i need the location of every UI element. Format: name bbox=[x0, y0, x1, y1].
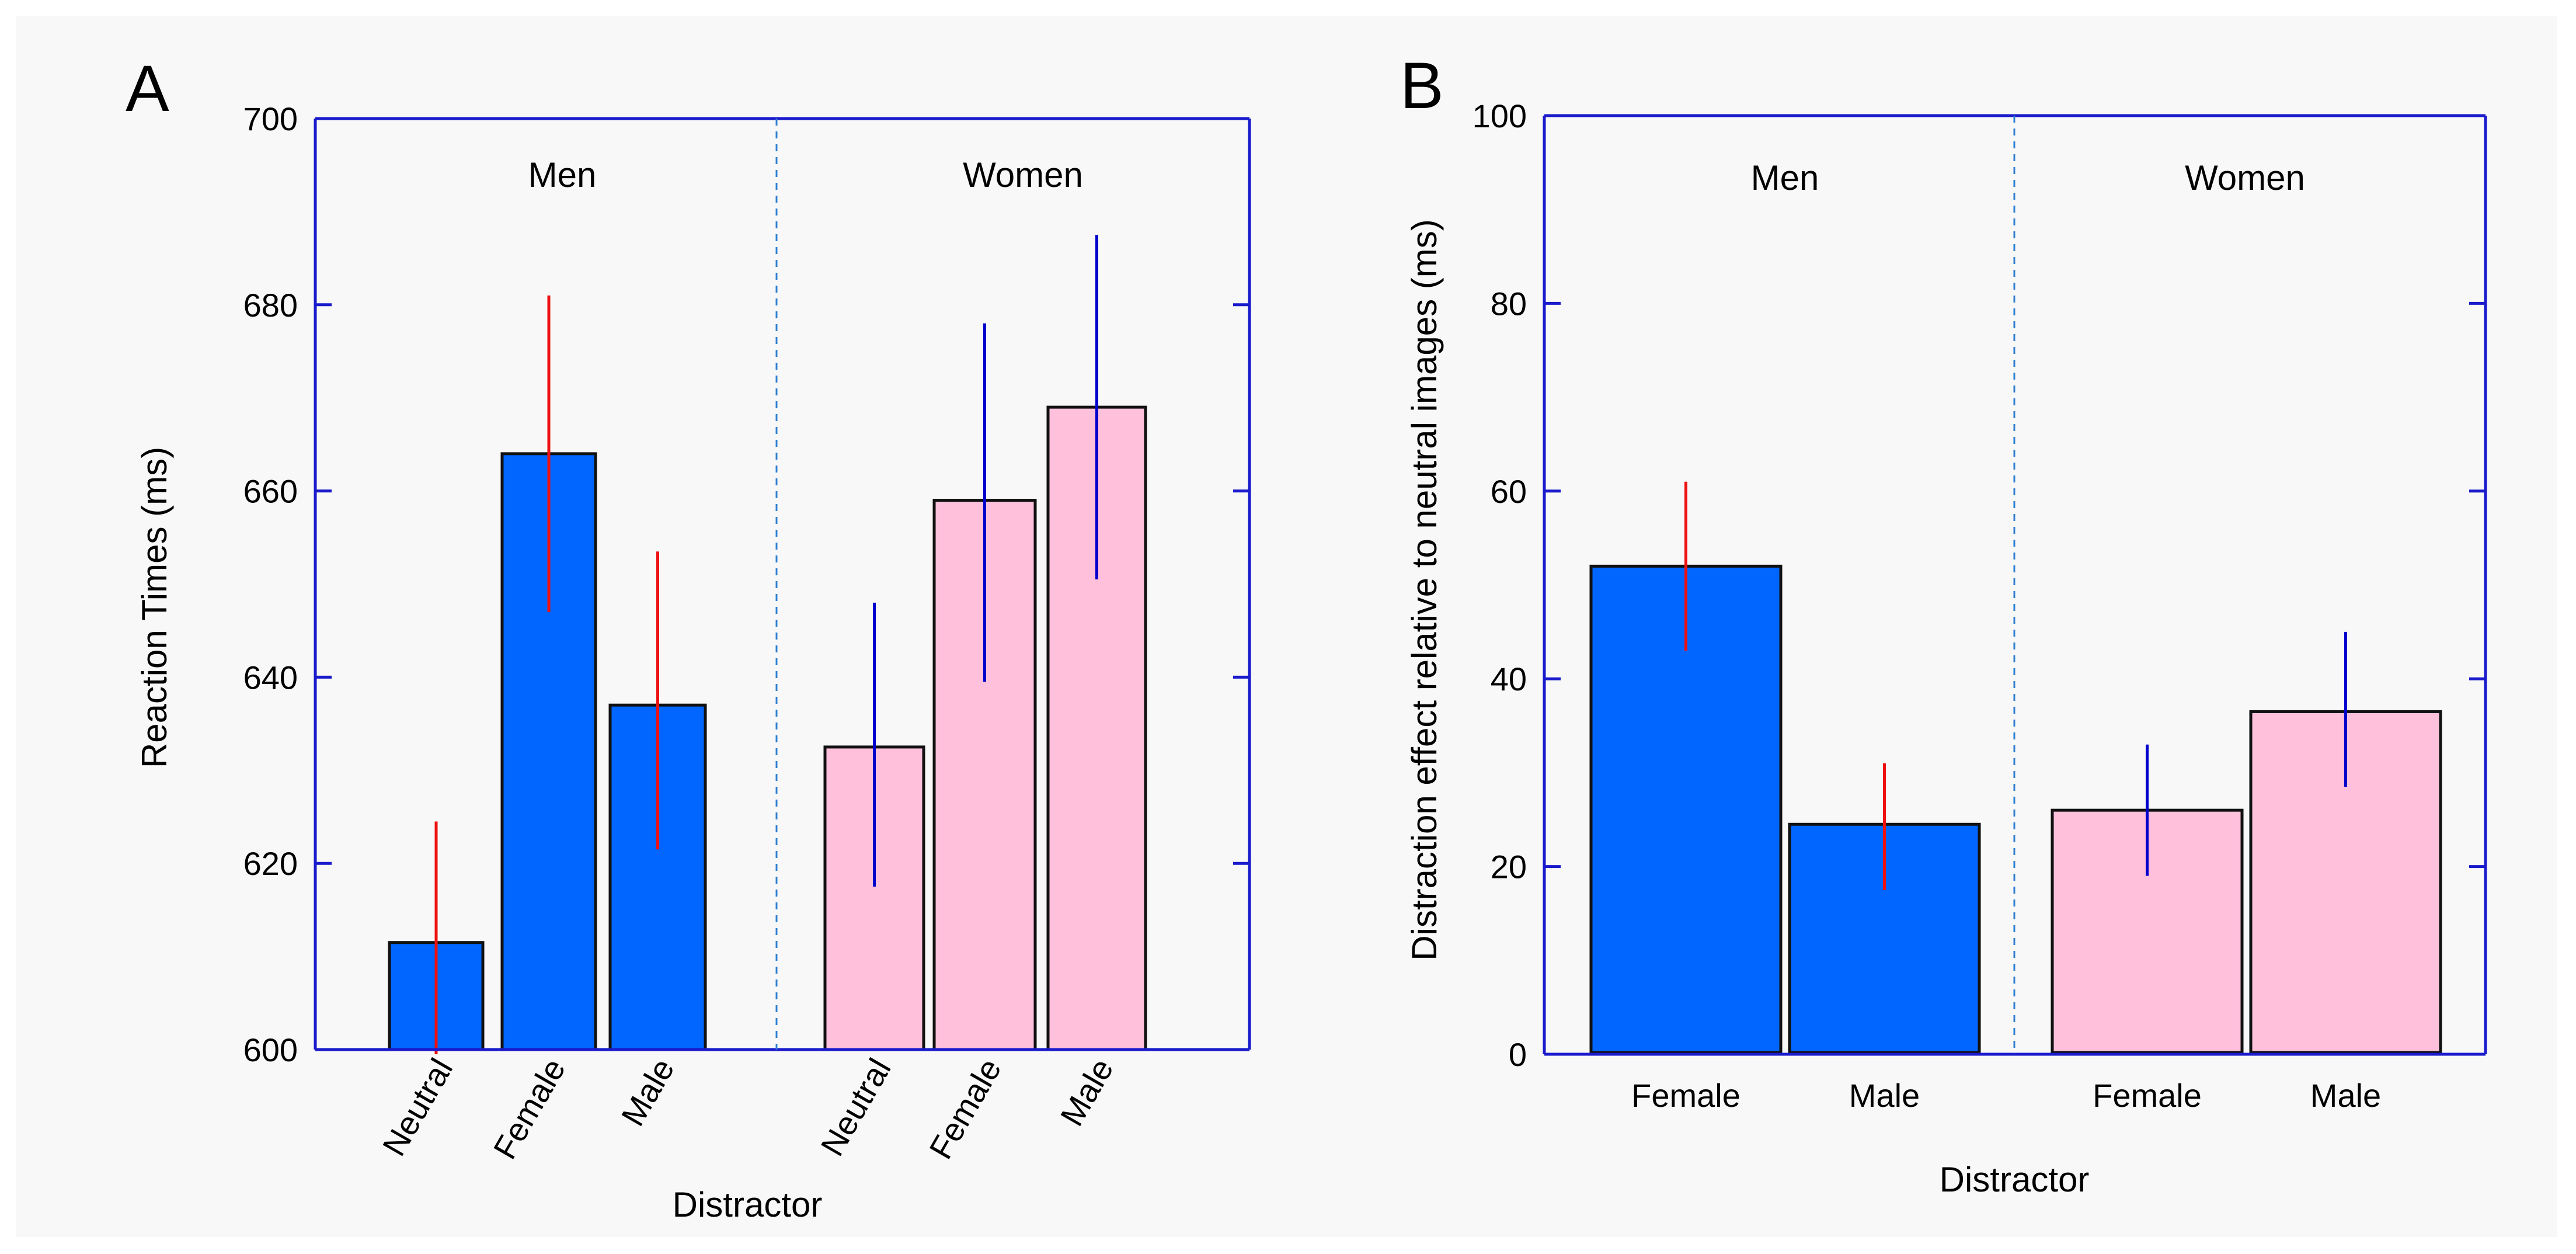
panel-b-letter: B bbox=[1400, 49, 1444, 122]
panel-b-men-male-bar bbox=[1788, 822, 1981, 1054]
panel-a-y-tick-label-620: 620 bbox=[243, 845, 298, 882]
panel-a-group-label-men: Men bbox=[528, 155, 597, 194]
panel-b-men-male-category-label: Male bbox=[1849, 1077, 1920, 1114]
panel-a-y-tick-label-640: 640 bbox=[243, 659, 298, 696]
panel-b-plot: 0 20 40 60 80 100 Female Male Female Male bbox=[1473, 98, 2486, 1114]
panel-b-x-axis-title: Distractor bbox=[1940, 1160, 2090, 1199]
panel-b-y-tick-label-20: 20 bbox=[1491, 849, 1527, 885]
panel-a-y-axis-title: Reaction Times (ms) bbox=[135, 447, 174, 768]
panel-a-y-tick-label-700: 700 bbox=[243, 100, 298, 137]
panel-b-y-tick-label-100: 100 bbox=[1473, 98, 1527, 134]
panel-b-women-male-category-label: Male bbox=[2310, 1077, 2381, 1114]
panel-b-y-axis-title: Distraction effect relative to neutral i… bbox=[1405, 219, 1444, 960]
panel-b-y-tick-label-80: 80 bbox=[1491, 285, 1527, 322]
panel-a-group-label-women: Women bbox=[963, 155, 1083, 194]
panel-b-group-label-men: Men bbox=[1751, 158, 1819, 197]
panel-a-y-tick-label-680: 680 bbox=[243, 287, 298, 324]
panel-b-group-label-women: Women bbox=[2185, 158, 2305, 197]
panel-b: B 0 20 40 60 80 100 Female Male Female Male Men W… bbox=[1400, 49, 2487, 1199]
panel-a-y-tick-label-600: 600 bbox=[243, 1031, 298, 1068]
panel-b-y-tick-label-40: 40 bbox=[1491, 661, 1527, 697]
panel-a-women-female-bar bbox=[932, 499, 1037, 1051]
panel-b-women-female-category-label: Female bbox=[2093, 1077, 2202, 1114]
panel-a-letter: A bbox=[126, 52, 169, 125]
panel-a-y-tick-label-660: 660 bbox=[243, 473, 298, 510]
panel-b-y-tick-label-0: 0 bbox=[1509, 1036, 1527, 1073]
panel-b-y-tick-label-60: 60 bbox=[1491, 473, 1527, 510]
panel-b-men-female-category-label: Female bbox=[1631, 1077, 1740, 1114]
panel-a-x-axis-title: Distractor bbox=[673, 1185, 823, 1224]
